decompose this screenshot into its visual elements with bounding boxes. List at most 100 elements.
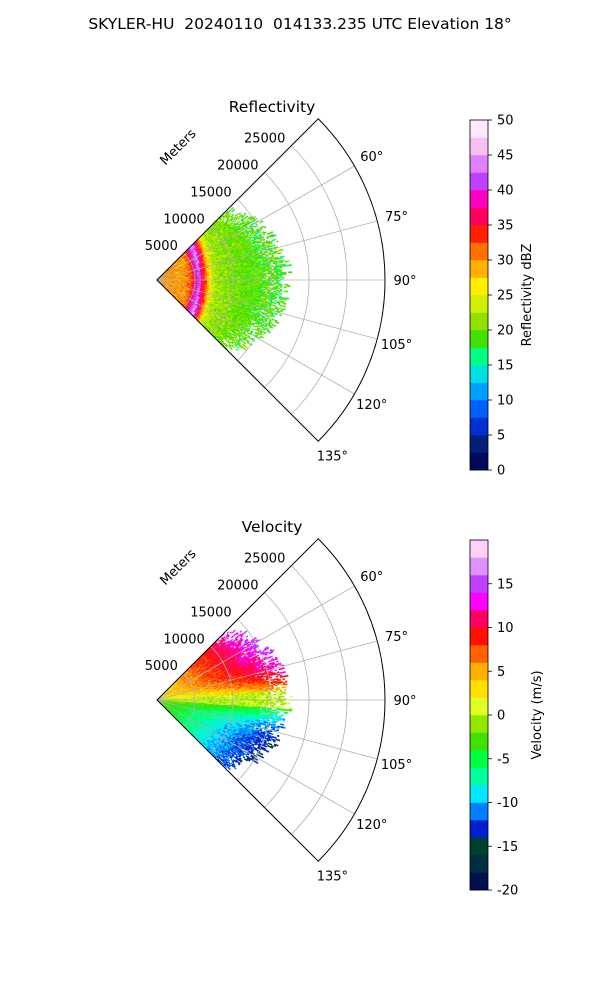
reflectivity-gate bbox=[290, 271, 293, 274]
reflectivity-gate bbox=[263, 277, 267, 280]
reflectivity-gate bbox=[267, 272, 271, 275]
reflectivity-gate bbox=[280, 257, 283, 260]
reflectivity-gate bbox=[265, 269, 268, 272]
reflectivity-gate bbox=[235, 215, 239, 219]
reflectivity-gate bbox=[272, 276, 275, 278]
reflectivity-gate bbox=[222, 218, 225, 221]
reflectivity-gate bbox=[263, 286, 267, 289]
reflectivity-gate bbox=[284, 260, 288, 263]
reflectivity-gate bbox=[280, 275, 283, 278]
reflectivity-gate bbox=[254, 225, 257, 228]
reflectivity-gate bbox=[288, 285, 291, 288]
reflectivity-gate bbox=[289, 264, 292, 267]
reflectivity-gate bbox=[282, 298, 286, 301]
reflectivity-gate bbox=[274, 258, 277, 261]
reflectivity-gate bbox=[260, 295, 264, 297]
reflectivity-gate bbox=[274, 277, 277, 279]
reflectivity-gate bbox=[251, 225, 255, 228]
reflectivity-gate bbox=[277, 287, 281, 290]
reflectivity-gate bbox=[250, 236, 254, 239]
reflectivity-gate bbox=[228, 213, 232, 217]
reflectivity-gate bbox=[263, 231, 267, 234]
reflectivity-gate bbox=[273, 283, 277, 286]
reflectivity-gate bbox=[272, 244, 276, 247]
figure-title: SKYLER-HU 20240110 014133.235 UTC Elevat… bbox=[88, 15, 512, 33]
reflectivity-gate bbox=[231, 220, 235, 223]
reflectivity-gate bbox=[286, 260, 290, 263]
reflectivity-gate bbox=[275, 287, 279, 290]
reflectivity-gate bbox=[262, 295, 266, 298]
reflectivity-gate bbox=[281, 255, 285, 258]
reflectivity-gate bbox=[263, 225, 267, 229]
reflectivity-gate bbox=[263, 270, 266, 273]
reflectivity-gate bbox=[270, 260, 273, 263]
reflectivity-gate bbox=[286, 285, 289, 288]
reflectivity-gate bbox=[277, 270, 281, 273]
reflectivity-data bbox=[157, 207, 293, 352]
reflectivity-gate bbox=[278, 297, 282, 300]
reflectivity-gate bbox=[265, 291, 268, 293]
reflectivity-gate bbox=[282, 273, 285, 275]
reflectivity-gate bbox=[285, 264, 288, 267]
reflectivity-gate bbox=[276, 282, 279, 284]
reflectivity-gate bbox=[267, 277, 271, 279]
reflectivity-gate bbox=[288, 271, 291, 274]
reflectivity-gate bbox=[227, 212, 231, 215]
reflectivity-gate bbox=[242, 214, 246, 218]
reflectivity-gate bbox=[232, 208, 236, 212]
reflectivity-gate bbox=[276, 260, 280, 263]
reflectivity-gate bbox=[281, 265, 284, 268]
reflectivity-gate bbox=[236, 212, 239, 216]
reflectivity-gate bbox=[265, 275, 269, 277]
reflectivity-gate bbox=[272, 281, 275, 283]
reflectivity-gate bbox=[261, 286, 265, 289]
reflectivity-gate bbox=[278, 261, 282, 264]
reflectivity-gate bbox=[265, 272, 269, 275]
reflectivity-gate bbox=[280, 261, 284, 264]
reflectivity-gate bbox=[282, 259, 286, 262]
reflectivity-gate bbox=[273, 290, 276, 293]
reflectivity-gate bbox=[273, 288, 277, 291]
reflectivity-gate bbox=[259, 277, 263, 280]
reflectivity-gate bbox=[276, 276, 279, 278]
reflectivity-gate bbox=[271, 265, 274, 267]
reflectivity-gate bbox=[286, 297, 290, 300]
reflectivity-gate bbox=[260, 260, 263, 263]
reflectivity-gate bbox=[265, 255, 268, 258]
reflectivity-gate bbox=[237, 217, 240, 220]
reflectivity-gate bbox=[276, 240, 279, 243]
reflectivity-gate bbox=[254, 218, 258, 221]
reflectivity-gate bbox=[231, 207, 234, 210]
reflectivity-gate bbox=[267, 284, 271, 287]
reflectivity-gate bbox=[271, 284, 275, 287]
reflectivity-gate bbox=[274, 276, 277, 278]
reflectivity-gate bbox=[279, 286, 283, 289]
reflectivity-gate bbox=[279, 292, 282, 295]
reflectivity-gate bbox=[280, 274, 283, 277]
reflectivity-gate bbox=[283, 290, 287, 293]
reflectivity-gate bbox=[280, 298, 284, 301]
reflectivity-gate bbox=[284, 273, 287, 275]
reflectivity-gate bbox=[275, 293, 278, 296]
reflectivity-gate bbox=[271, 268, 274, 271]
reflectivity-gate bbox=[274, 251, 278, 254]
reflectivity-gate bbox=[263, 288, 266, 291]
reflectivity-gate bbox=[266, 259, 269, 262]
reflectivity-gate bbox=[219, 218, 222, 221]
reflectivity-gate bbox=[284, 283, 287, 286]
reflectivity-gate bbox=[271, 288, 275, 290]
reflectivity-gate bbox=[277, 265, 280, 268]
reflectivity-gate bbox=[283, 286, 287, 289]
reflectivity-panel: Reflectivity Meters 50001000015000200002… bbox=[145, 98, 535, 479]
reflectivity-gate bbox=[273, 238, 277, 241]
reflectivity-gate bbox=[267, 286, 271, 289]
reflectivity-gate bbox=[261, 277, 265, 280]
reflectivity-gate bbox=[260, 220, 264, 223]
reflectivity-gate bbox=[267, 292, 270, 295]
reflectivity-gate bbox=[283, 264, 286, 267]
reflectivity-gate bbox=[265, 288, 268, 291]
reflectivity-gate bbox=[279, 290, 283, 292]
reflectivity-gate bbox=[285, 290, 289, 293]
reflectivity-gate bbox=[261, 225, 265, 229]
